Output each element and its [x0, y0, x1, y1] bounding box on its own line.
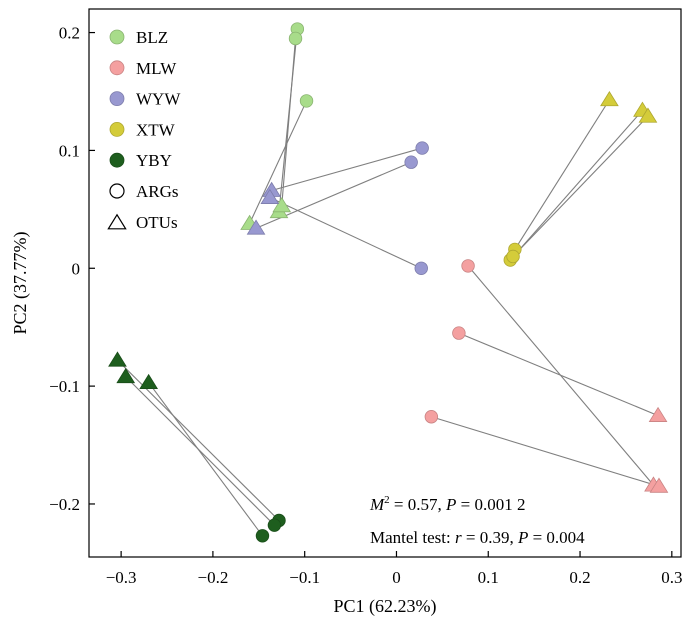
legend-label-args: ARGs: [136, 182, 179, 201]
procrustes-link-yby: [148, 382, 263, 537]
y-axis-title: PC2 (37.77%): [10, 231, 31, 334]
y-tick-label: 0.1: [59, 141, 80, 160]
procrustes-link-xtw: [509, 109, 643, 261]
procrustes-link-xtw: [512, 115, 649, 257]
procrustes-links: [117, 28, 660, 537]
procrustes-link-wyw: [269, 197, 422, 269]
otu-point-mlw: [648, 406, 668, 422]
axis-ticks: −0.3 −0.2 −0.1 0 0.1 0.2 0.3 0.2 0.1 0 −0.1 −0.2: [49, 24, 682, 587]
otu-point-wyw: [246, 219, 266, 235]
otu-point-yby: [139, 373, 159, 389]
legend-label-mlw: MLW: [136, 59, 177, 78]
procrustes-link-xtw: [514, 99, 610, 250]
procrustes-link-yby: [117, 359, 280, 521]
y-tick-label: −0.1: [49, 377, 80, 396]
x-axis-title: PC1 (62.23%): [334, 596, 437, 617]
procrustes-link-wyw: [271, 147, 423, 192]
otu-point-wyw: [260, 188, 280, 204]
procrustes-link-blz: [249, 100, 308, 224]
data-points: [108, 22, 669, 543]
arg-point-yby: [267, 518, 282, 532]
x-tick-label: −0.1: [289, 568, 320, 587]
arg-point-mlw: [452, 326, 466, 340]
legend-marker-xtw: [109, 121, 125, 137]
legend-marker-yby: [109, 152, 125, 168]
legend-marker-wyw: [109, 91, 125, 106]
legend-label-xtw: XTW: [136, 120, 176, 139]
legend-label-otus: OTUs: [136, 213, 178, 232]
y-tick-label: −0.2: [49, 495, 80, 514]
m2-exponent: 2: [384, 494, 390, 506]
procrustes-link-blz: [281, 38, 297, 206]
x-tick-label: −0.3: [106, 568, 137, 587]
arg-point-blz: [288, 31, 303, 46]
legend-label-wyw: WYW: [136, 90, 181, 109]
mantel-prefix: Mantel test:: [370, 528, 455, 547]
arg-point-yby: [255, 529, 270, 543]
legend-label-yby: YBY: [136, 151, 172, 170]
y-tick-label: 0.2: [59, 24, 80, 43]
mantel-r-symbol: r: [455, 528, 462, 547]
arg-point-wyw: [415, 141, 429, 155]
arg-point-wyw: [414, 261, 428, 275]
procrustes-link-mlw: [431, 416, 660, 487]
otu-point-yby: [116, 367, 136, 384]
mantel-p-symbol: P: [517, 528, 528, 547]
otu-point-xtw: [600, 90, 619, 107]
x-tick-label: 0.3: [661, 568, 682, 587]
otu-point-yby: [108, 351, 127, 367]
otu-point-mlw: [649, 477, 669, 493]
otu-point-xtw: [638, 107, 658, 123]
m2-p-symbol: P: [445, 495, 456, 514]
arg-point-mlw: [461, 259, 475, 273]
arg-point-blz: [299, 94, 314, 108]
mantel-r-value: = 0.39,: [462, 528, 518, 547]
plot-frame: [88, 8, 682, 558]
arg-point-xtw: [506, 249, 520, 264]
arg-point-wyw: [404, 155, 418, 169]
otu-point-blz: [272, 197, 292, 213]
legend-label-blz: BLZ: [136, 28, 168, 47]
m2-p-value: = 0.001 2: [456, 495, 525, 514]
m2-symbol: M: [369, 495, 385, 514]
legend-marker-blz: [109, 29, 125, 45]
legend-marker-mlw: [109, 60, 125, 76]
procrustes-link-mlw: [458, 332, 659, 417]
x-tick-label: 0.1: [478, 568, 499, 587]
mantel-annotation: Mantel test: r = 0.39, P = 0.004: [370, 528, 585, 547]
legend-marker-args: [109, 183, 125, 199]
x-tick-label: 0.2: [569, 568, 590, 587]
x-tick-label: −0.2: [197, 568, 228, 587]
legend: BLZ MLW WYW XTW YBY ARGs OTUs: [107, 28, 181, 232]
x-tick-label: 0: [392, 568, 401, 587]
mantel-p-value: = 0.004: [528, 528, 585, 547]
m2-value: = 0.57,: [390, 495, 446, 514]
legend-marker-otus: [107, 213, 127, 230]
arg-point-mlw: [424, 410, 439, 424]
y-tick-label: 0: [72, 259, 81, 278]
m2-annotation: M2 = 0.57, P = 0.001 2: [369, 494, 526, 514]
